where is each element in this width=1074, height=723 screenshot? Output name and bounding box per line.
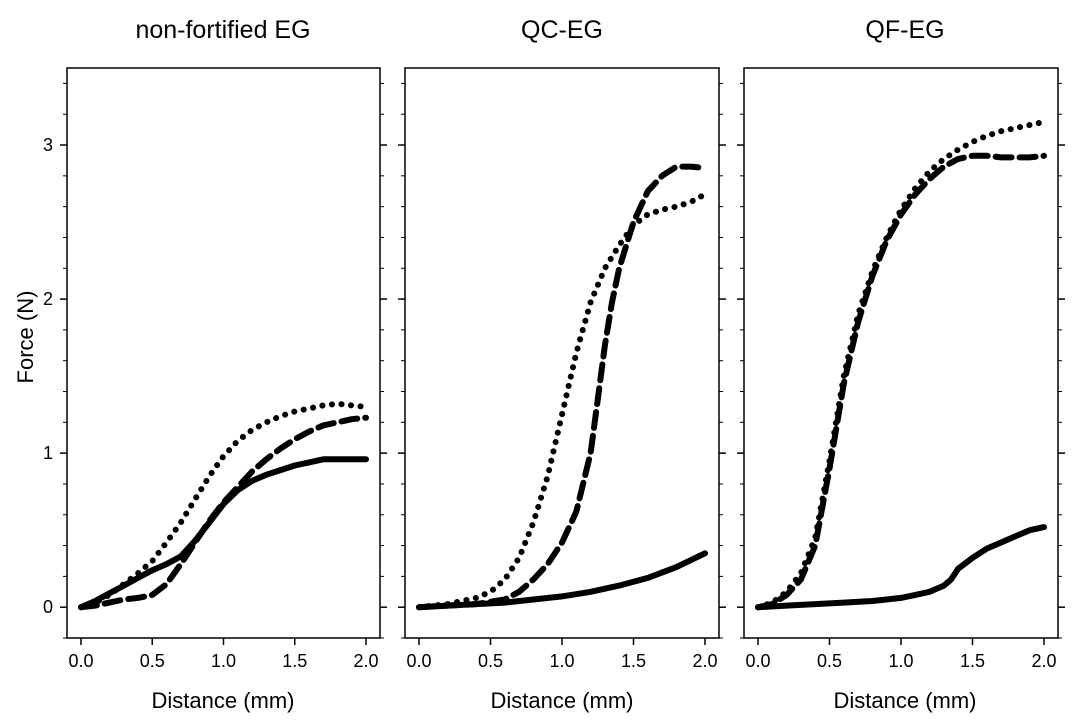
tick-labels: 0.0 0.5 1.0 1.5 2.0	[406, 651, 717, 671]
x-tick-label: 1.0	[888, 651, 913, 671]
x-tick-label: 1.0	[211, 651, 236, 671]
series-line-solid	[416, 550, 708, 611]
panel-qc-eg: QC-EG 0.0 0.5 1.0 1.5 2.0 Distance (mm)	[398, 16, 726, 713]
tick-labels: 0.0 0.5 1.0 1.5 2.0 0 1 2 3	[43, 135, 379, 671]
y-axis-label: Force (N)	[13, 291, 38, 384]
panel-title: QC-EG	[521, 16, 603, 44]
series-line-dashed	[416, 163, 708, 611]
panel-title: non-fortified EG	[135, 16, 310, 44]
tick-labels: 0.0 0.5 1.0 1.5 2.0	[745, 651, 1056, 671]
panel-title: QF-EG	[865, 16, 944, 44]
series-group	[755, 118, 1047, 611]
x-tick-label: 0.0	[68, 651, 93, 671]
x-tick-label: 1.0	[549, 651, 574, 671]
x-tick-label: 2.0	[353, 651, 378, 671]
plot-frame	[66, 67, 381, 639]
x-tick-label: 1.5	[621, 651, 646, 671]
series-line-dashed	[755, 152, 1047, 611]
plot-frame	[743, 67, 1059, 639]
series-line-dashed	[78, 414, 369, 611]
x-tick-label: 0.5	[140, 651, 165, 671]
x-tick-label: 0.5	[817, 651, 842, 671]
y-tick-label: 2	[43, 289, 53, 309]
x-tick-label: 0.0	[745, 651, 770, 671]
x-tick-label: 0.0	[406, 651, 431, 671]
panel-qf-eg: QF-EG 0.0 0.5 1.0 1.5 2.0 Distance (mm)	[737, 16, 1065, 713]
y-tick-label: 3	[43, 135, 53, 155]
panel-non-fortified: non-fortified EG 0.0 0.5 1.0 1.5 2.0 0 1 2 3 Dis…	[43, 16, 387, 713]
series-group	[416, 163, 708, 611]
x-axis-label: Distance (mm)	[490, 688, 633, 713]
ticks	[737, 82, 1065, 645]
x-tick-label: 2.0	[1031, 651, 1056, 671]
series-group	[78, 400, 369, 611]
plot-frame	[404, 67, 720, 639]
x-axis-label: Distance (mm)	[151, 688, 294, 713]
series-line-solid	[755, 524, 1047, 611]
y-tick-label: 0	[43, 597, 53, 617]
x-tick-label: 2.0	[692, 651, 717, 671]
x-axis-label: Distance (mm)	[833, 688, 976, 713]
y-tick-label: 1	[43, 443, 53, 463]
ticks	[398, 82, 726, 645]
x-tick-label: 1.5	[960, 651, 985, 671]
x-tick-label: 0.5	[478, 651, 503, 671]
series-line-solid	[78, 456, 369, 611]
series-line-dotted	[755, 118, 1047, 611]
x-tick-label: 1.5	[282, 651, 307, 671]
ticks	[60, 82, 387, 645]
